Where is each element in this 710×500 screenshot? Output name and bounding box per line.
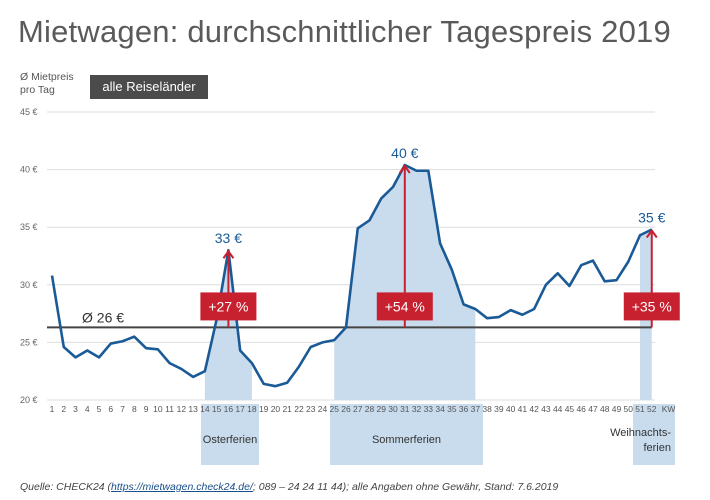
arrow-head-icon <box>222 249 235 259</box>
x-tick-label: 47 <box>588 404 598 414</box>
x-tick-label: 6 <box>108 404 113 414</box>
change-badge-label: +35 % <box>632 298 672 314</box>
change-badge-label: +27 % <box>208 298 248 314</box>
source-note: Quelle: CHECK24 (https://mietwagen.check… <box>20 481 558 493</box>
x-tick-label: 2 <box>61 404 66 414</box>
x-tick-label: 13 <box>188 404 198 414</box>
x-tick-label: 21 <box>282 404 292 414</box>
x-tick-label: 20 <box>271 404 281 414</box>
x-tick-label: 15 <box>212 404 222 414</box>
x-tick-label: 19 <box>259 404 269 414</box>
change-badge <box>376 292 433 321</box>
average-label: Ø 26 € <box>82 309 124 325</box>
x-tick-label: 44 <box>553 404 563 414</box>
x-tick-label: 51 <box>635 404 645 414</box>
y-tick-label: 25 € <box>20 337 38 347</box>
x-tick-label: 4 <box>85 404 90 414</box>
x-tick-label: 23 <box>306 404 316 414</box>
peak-value-label: 35 € <box>638 210 665 226</box>
x-tick-label: 1 <box>50 404 55 414</box>
region-filter-button[interactable]: alle Reiseländer <box>90 75 208 99</box>
change-badge <box>623 292 680 321</box>
chart-title: Mietwagen: durchschnittlicher Tagespreis… <box>18 14 671 49</box>
line-chart: 20 € 25 € 30 € 35 € 40 € 45 € Osterferien Somme… <box>20 107 680 465</box>
x-tick-label: 37 <box>471 404 481 414</box>
holiday-label-box <box>330 404 483 465</box>
x-tick-label: 48 <box>600 404 610 414</box>
x-tick-label: 18 <box>247 404 257 414</box>
holiday-label: Sommerferien <box>372 434 441 446</box>
x-tick-label: 29 <box>377 404 387 414</box>
x-tick-label: 27 <box>353 404 363 414</box>
x-tick-label: 34 <box>435 404 445 414</box>
x-tick-label: 52 <box>647 404 657 414</box>
x-tick-label: 17 <box>235 404 245 414</box>
holiday-label: Weihnachts- <box>610 427 671 439</box>
source-link[interactable]: https://mietwagen.check24.de/ <box>111 481 253 493</box>
x-tick-label: 38 <box>482 404 492 414</box>
x-tick-label: 32 <box>412 404 422 414</box>
x-tick-label: 41 <box>518 404 528 414</box>
x-tick-label: 46 <box>576 404 586 414</box>
x-tick-label: 14 <box>200 404 210 414</box>
y-tick-label: 40 € <box>20 165 38 175</box>
peak-value-label: 33 € <box>215 230 242 246</box>
x-tick-label: 10 <box>153 404 163 414</box>
x-tick-label: 22 <box>294 404 304 414</box>
holiday-label: Osterferien <box>203 434 257 446</box>
change-badge-label: +54 % <box>385 298 425 314</box>
y-axis-label-line1: Ø Mietpreis <box>20 71 74 83</box>
y-tick-label: 30 € <box>20 280 38 290</box>
x-tick-label: 7 <box>120 404 125 414</box>
x-tick-label: 39 <box>494 404 504 414</box>
x-tick-label: 36 <box>459 404 469 414</box>
price-line <box>50 163 653 388</box>
x-tick-label: 50 <box>624 404 634 414</box>
holiday-label-box <box>201 404 259 465</box>
x-tick-label: 35 <box>447 404 457 414</box>
x-tick-label: 9 <box>144 404 149 414</box>
x-tick-label: 28 <box>365 404 375 414</box>
y-tick-label: 20 € <box>20 395 38 405</box>
x-tick-label: 24 <box>318 404 328 414</box>
y-tick-label: 45 € <box>20 107 38 117</box>
source-prefix: Quelle: CHECK24 ( <box>20 481 112 493</box>
x-tick-label: 42 <box>529 404 539 414</box>
x-tick-label: 11 <box>165 404 174 414</box>
x-tick-label: 33 <box>424 404 434 414</box>
x-tick-label: 43 <box>541 404 551 414</box>
x-tick-label: 40 <box>506 404 516 414</box>
peak-value-label: 40 € <box>391 145 418 161</box>
x-tick-label: 16 <box>224 404 234 414</box>
x-tick-label: 30 <box>388 404 398 414</box>
arrow-head-icon <box>645 228 658 239</box>
holiday-label-box <box>633 404 675 465</box>
arrow-head-icon <box>398 164 411 174</box>
holiday-label-line2: ferien <box>643 442 671 454</box>
source-suffix: ; 089 – 24 24 11 44); alle Angaben ohne … <box>252 481 559 493</box>
change-badge <box>200 292 257 321</box>
x-tick-label: 3 <box>73 404 78 414</box>
x-tick-label: 45 <box>565 404 575 414</box>
x-axis-label: KW <box>662 404 676 414</box>
x-tick-label: 5 <box>97 404 102 414</box>
x-tick-label: 25 <box>330 404 340 414</box>
x-tick-label: 31 <box>400 404 410 414</box>
x-tick-label: 12 <box>177 404 187 414</box>
x-tick-label: 8 <box>132 404 137 414</box>
x-tick-label: 26 <box>341 404 351 414</box>
y-axis-label: Ø Mietpreis pro Tag <box>20 71 90 97</box>
y-tick-label: 35 € <box>20 222 38 232</box>
y-axis-label-line2: pro Tag <box>20 84 55 96</box>
x-tick-label: 49 <box>612 404 622 414</box>
